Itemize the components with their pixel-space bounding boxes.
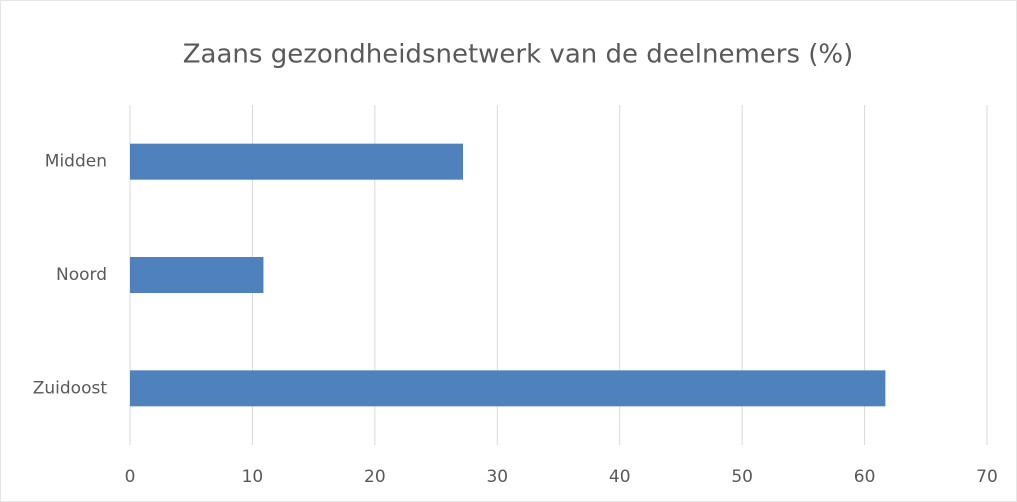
bar bbox=[130, 143, 464, 180]
x-tick-label: 0 bbox=[125, 467, 136, 487]
x-tick-label: 60 bbox=[854, 467, 876, 487]
x-tick-label: 50 bbox=[731, 467, 753, 487]
x-tick-label: 40 bbox=[609, 467, 631, 487]
x-tick-label: 20 bbox=[364, 467, 386, 487]
bar bbox=[130, 257, 264, 293]
y-tick-label: Zuidoost bbox=[33, 378, 108, 398]
x-tick-label: 70 bbox=[976, 467, 998, 487]
x-tick-label: 30 bbox=[486, 467, 508, 487]
x-tick-label: 10 bbox=[242, 467, 264, 487]
chart-title: Zaans gezondheidsnetwerk van de deelneme… bbox=[183, 40, 854, 70]
y-tick-label: Midden bbox=[45, 152, 107, 172]
y-tick-label: Noord bbox=[56, 265, 107, 285]
bar bbox=[130, 370, 886, 407]
